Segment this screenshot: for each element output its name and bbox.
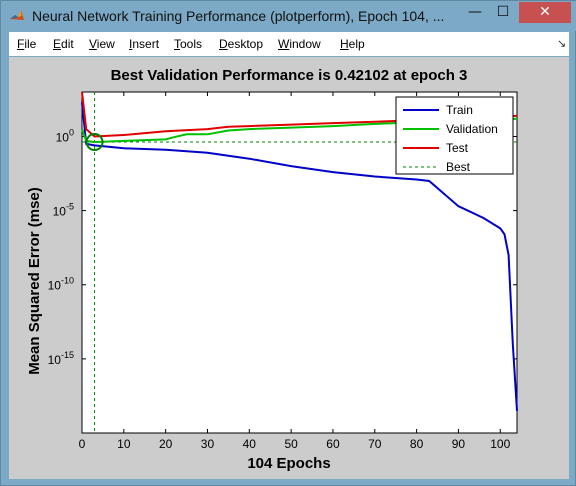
menu-edit-mnemonic: E [53, 37, 62, 51]
legend-entry: Best [446, 160, 471, 174]
maximize-button[interactable]: ☐ [496, 4, 510, 20]
y-tick-base: 10 [53, 205, 67, 219]
menu-help-label: elp [348, 37, 365, 51]
title-bar[interactable]: Neural Network Training Performance (plo… [1, 1, 576, 31]
menu-view[interactable]: View [89, 37, 115, 51]
x-tick-label: 70 [368, 437, 382, 451]
x-tick-label: 20 [159, 437, 173, 451]
y-axis-label: Mean Squared Error (mse) [26, 187, 43, 375]
menu-edit[interactable]: Edit [53, 37, 74, 51]
menu-file-mnemonic: F [17, 37, 25, 51]
y-tick-base: 10 [48, 279, 62, 293]
x-tick-label: 10 [117, 437, 131, 451]
x-axis-label: 104 Epochs [247, 455, 330, 472]
y-tick-base: 10 [56, 130, 70, 144]
menu-tools-mnemonic: T [174, 37, 180, 51]
y-tick-exponent: -5 [66, 202, 74, 212]
menu-window-mnemonic: W [278, 37, 290, 51]
best-epoch-marker [85, 133, 104, 152]
minimize-button[interactable]: — [468, 4, 482, 20]
series-line-train [81, 102, 518, 411]
menu-file-label: ile [24, 37, 37, 51]
menu-window[interactable]: Window [278, 37, 321, 51]
x-tick-label: 100 [490, 437, 510, 451]
chart-title: Best Validation Performance is 0.42102 a… [111, 67, 468, 84]
x-tick-label: 50 [284, 437, 298, 451]
figure-canvas: Best Validation Performance is 0.42102 a… [9, 57, 569, 479]
y-tick-base: 10 [48, 353, 62, 367]
menu-view-mnemonic: V [89, 37, 97, 51]
y-tick-exponent: 0 [69, 127, 74, 137]
menu-view-label: iew [96, 37, 115, 51]
menu-insert-label: nsert [132, 37, 160, 51]
x-tick-label: 80 [410, 437, 424, 451]
x-tick-label: 0 [79, 437, 86, 451]
y-tick-label: 10-15 [48, 350, 74, 367]
menu-tools[interactable]: Tools [174, 37, 202, 51]
menu-insert-mnemonic: I [129, 37, 133, 51]
performance-plot: Best Validation Performance is 0.42102 a… [26, 67, 518, 472]
menu-help[interactable]: Help [340, 37, 365, 51]
menu-desktop-label: esktop [227, 37, 264, 51]
menu-help-mnemonic: H [340, 37, 349, 51]
menu-window-label: indow [289, 37, 321, 51]
legend-entry: Validation [446, 122, 498, 136]
dock-arrow-icon[interactable]: ↘ [557, 38, 567, 50]
menu-desktop-mnemonic: D [219, 37, 228, 51]
y-tick-label: 10-10 [48, 276, 74, 293]
y-tick-label: 10-5 [53, 202, 74, 219]
matlab-logo-icon [10, 10, 24, 20]
y-tick-exponent: -15 [61, 350, 74, 360]
menu-insert[interactable]: Insert [129, 37, 159, 51]
close-button[interactable]: ✕ [519, 2, 571, 23]
x-tick-label: 40 [243, 437, 257, 451]
window-title: Neural Network Training Performance (plo… [32, 8, 445, 24]
menu-bar: File Edit View Insert Tools Desktop Wind… [9, 32, 569, 56]
menu-tools-label: ools [180, 37, 203, 51]
x-tick-label: 60 [326, 437, 340, 451]
x-tick-label: 90 [452, 437, 466, 451]
y-tick-exponent: -10 [61, 276, 74, 286]
y-tick-label: 100 [56, 127, 74, 144]
legend-entry: Train [446, 103, 473, 117]
menu-file[interactable]: File [17, 37, 36, 51]
menu-edit-label: dit [61, 37, 74, 51]
x-tick-label: 30 [201, 437, 215, 451]
menu-desktop[interactable]: Desktop [219, 37, 263, 51]
legend-entry: Test [446, 141, 469, 155]
